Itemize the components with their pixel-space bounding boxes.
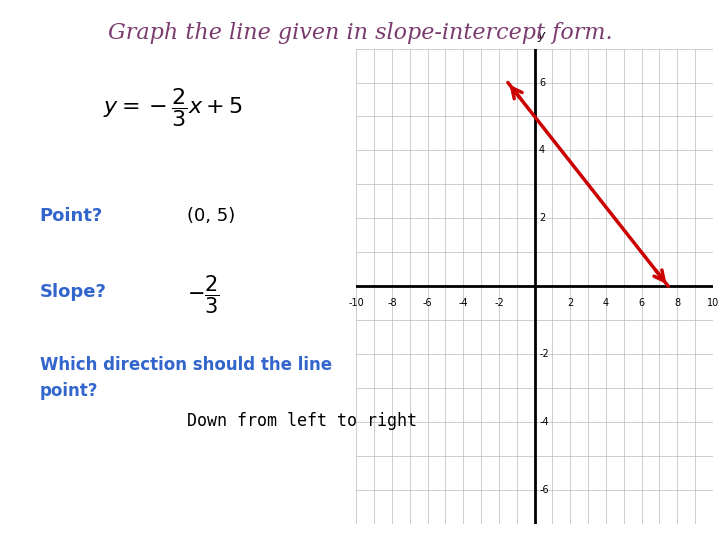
Text: 8: 8 bbox=[674, 298, 680, 308]
Text: -8: -8 bbox=[387, 298, 397, 308]
Text: Slope?: Slope? bbox=[40, 282, 107, 301]
Text: Point?: Point? bbox=[40, 207, 103, 225]
Text: 10: 10 bbox=[706, 298, 719, 308]
Text: -2: -2 bbox=[539, 349, 549, 359]
Text: 4: 4 bbox=[603, 298, 609, 308]
Text: -6: -6 bbox=[423, 298, 433, 308]
Text: $-\dfrac{2}{3}$: $-\dfrac{2}{3}$ bbox=[187, 273, 220, 315]
Text: -6: -6 bbox=[539, 485, 549, 495]
Text: (0, 5): (0, 5) bbox=[187, 207, 235, 225]
Text: 2: 2 bbox=[567, 298, 573, 308]
Text: $y = -\dfrac{2}{3}x + 5$: $y = -\dfrac{2}{3}x + 5$ bbox=[103, 86, 243, 130]
Text: -2: -2 bbox=[494, 298, 504, 308]
Text: -4: -4 bbox=[459, 298, 468, 308]
Text: 6: 6 bbox=[639, 298, 644, 308]
Text: Graph the line given in slope-intercept form.: Graph the line given in slope-intercept … bbox=[108, 22, 612, 44]
Text: -10: -10 bbox=[348, 298, 364, 308]
Text: Down from left to right: Down from left to right bbox=[187, 412, 417, 430]
Text: 6: 6 bbox=[539, 78, 545, 87]
Text: Which direction should the line
point?: Which direction should the line point? bbox=[40, 356, 332, 400]
Text: 4: 4 bbox=[539, 145, 545, 156]
Text: 2: 2 bbox=[539, 213, 545, 224]
Text: -4: -4 bbox=[539, 417, 549, 427]
Text: y: y bbox=[537, 29, 544, 42]
